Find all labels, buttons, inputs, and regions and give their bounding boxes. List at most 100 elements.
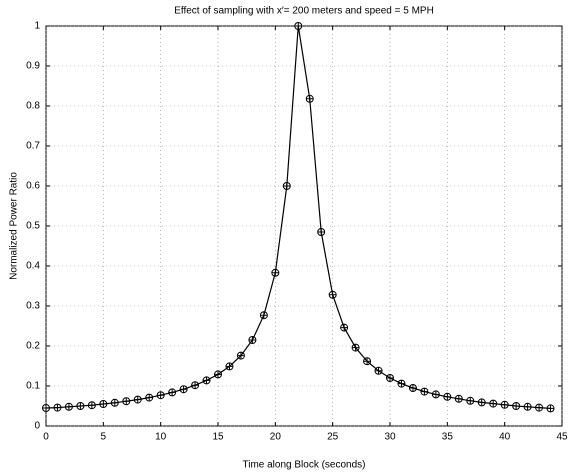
data-point: [133, 395, 142, 404]
data-point: [317, 228, 326, 236]
data-point: [259, 311, 268, 320]
marker-plus: [478, 398, 486, 406]
data-point: [443, 392, 452, 401]
marker-plus: [363, 357, 371, 365]
marker-plus: [122, 397, 130, 405]
data-point: [156, 391, 165, 400]
data-point: [53, 403, 62, 412]
marker-plus: [294, 22, 302, 30]
data-point: [535, 403, 544, 412]
data-point: [236, 351, 245, 360]
marker-plus: [65, 403, 73, 411]
marker-plus: [409, 384, 417, 392]
data-point: [374, 366, 383, 375]
data-point: [202, 376, 211, 385]
data-point: [466, 396, 475, 405]
data-point: [282, 182, 291, 190]
marker-plus: [225, 362, 233, 370]
marker-plus: [145, 394, 153, 402]
marker-plus: [432, 390, 440, 398]
data-point: [397, 379, 406, 388]
x-tick-label: 15: [212, 432, 224, 443]
marker-plus: [99, 400, 107, 408]
marker-plus: [248, 336, 256, 344]
marker-plus: [352, 344, 360, 352]
data-point: [271, 268, 280, 277]
marker-plus: [191, 381, 199, 389]
marker-plus: [340, 324, 348, 332]
x-tick-label: 10: [155, 432, 167, 443]
data-point: [122, 397, 131, 406]
data-point: [363, 357, 372, 366]
marker-plus: [42, 404, 50, 412]
data-point: [42, 404, 50, 412]
data-point: [179, 385, 188, 394]
x-tick-label: 25: [327, 432, 339, 443]
y-tick-label: 0.4: [26, 261, 40, 272]
y-axis-label: Normalized Power Ratio: [9, 172, 20, 280]
marker-plus: [53, 404, 61, 412]
x-tick-label: 0: [43, 432, 49, 443]
data-point: [248, 336, 257, 344]
data-point: [420, 387, 429, 396]
x-tick-label: 35: [442, 432, 454, 443]
marker-plus: [489, 400, 497, 408]
data-point: [168, 388, 177, 397]
data-point: [225, 362, 234, 371]
marker-plus: [134, 396, 142, 404]
data-point: [340, 323, 349, 332]
y-tick-label: 0.8: [26, 101, 40, 112]
data-point: [99, 400, 108, 408]
x-axis-label: Time along Block (seconds): [242, 460, 365, 471]
marker-plus: [420, 388, 428, 396]
data-point: [191, 381, 200, 390]
y-tick-label: 1: [34, 21, 40, 32]
marker-plus: [466, 397, 474, 405]
data-point: [351, 343, 360, 352]
data-point: [546, 404, 555, 413]
marker-plus: [88, 401, 96, 409]
marker-plus: [203, 376, 211, 384]
data-point: [431, 390, 440, 399]
marker-plus: [317, 228, 325, 236]
x-tick-label: 30: [384, 432, 396, 443]
y-tick-label: 0.5: [26, 221, 40, 232]
marker-plus: [524, 403, 532, 411]
data-point: [214, 370, 222, 379]
marker-plus: [512, 402, 520, 410]
data-point: [76, 402, 85, 410]
marker-plus: [180, 385, 188, 393]
marker-plus: [271, 269, 279, 277]
data-point: [523, 402, 532, 411]
x-tick-label: 40: [499, 432, 511, 443]
data-point: [386, 374, 394, 382]
chart-title: Effect of sampling with x′= 200 meters a…: [174, 6, 434, 17]
y-tick-label: 0.1: [26, 381, 40, 392]
marker-plus: [306, 95, 314, 103]
data-point: [477, 398, 486, 407]
y-tick-label: 0: [34, 421, 40, 432]
data-point: [87, 401, 96, 410]
y-tick-label: 0.7: [26, 141, 40, 152]
data-point: [64, 402, 73, 411]
marker-plus: [547, 404, 555, 412]
marker-plus: [386, 374, 394, 382]
data-point: [110, 398, 119, 407]
data-point: [145, 393, 154, 402]
marker-plus: [329, 291, 337, 299]
marker-plus: [157, 391, 165, 399]
marker-plus: [501, 401, 509, 409]
x-tick-label: 45: [556, 432, 568, 443]
marker-plus: [237, 352, 245, 360]
marker-plus: [76, 402, 84, 410]
data-point: [408, 384, 417, 392]
data-point: [305, 94, 314, 103]
data-point: [454, 394, 463, 403]
marker-plus: [397, 380, 405, 388]
x-tick-label: 5: [101, 432, 107, 443]
y-tick-label: 0.6: [26, 181, 40, 192]
marker-plus: [535, 404, 543, 412]
marker-plus: [283, 182, 291, 190]
